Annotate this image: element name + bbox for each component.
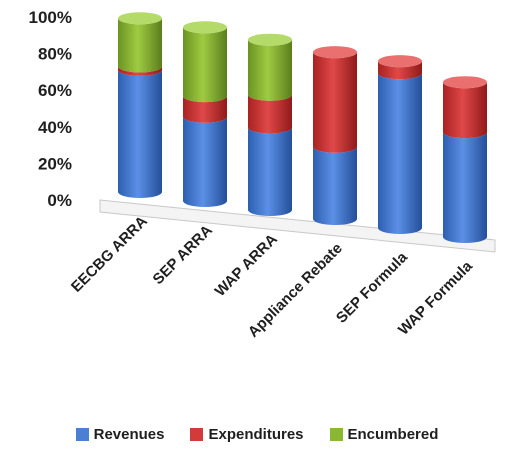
y-tick-label: 20% [38, 154, 72, 173]
x-category-label: WAP Formula [395, 257, 476, 338]
legend-item-encumbered: Encumbered [329, 426, 439, 443]
x-category-label: EECBG ARRA [68, 213, 151, 296]
y-tick-label: 0% [47, 191, 72, 210]
y-tick-label: 60% [38, 81, 72, 100]
bar-top-cap [313, 46, 357, 59]
bar-eecbg-arra [118, 12, 162, 198]
bar-segment-encumbered [248, 39, 292, 101]
bar-segment-revenues [443, 132, 487, 243]
bar-segment-revenues [248, 127, 292, 216]
bar-segment-expenditures [183, 96, 227, 123]
x-category-label: SEP Formula [333, 248, 411, 326]
bar-segment-encumbered [183, 27, 227, 103]
bar-top-cap [183, 21, 227, 34]
chart-floor [99, 199, 496, 253]
y-tick-label: 40% [38, 118, 72, 137]
bar-wap-arra [248, 33, 292, 216]
legend-swatch-encumbered [329, 428, 343, 441]
bar-sep-formula [378, 55, 422, 234]
y-axis: 0% 20% 40% 60% 80% 100% [29, 8, 72, 210]
bar-segment-expenditures [118, 66, 162, 76]
bar-appliance-rebate [313, 46, 357, 225]
bar-segment-revenues [313, 146, 357, 225]
bar-top-cap [248, 33, 292, 46]
bar-segment-revenues [378, 73, 422, 234]
bar-segment-expenditures [378, 61, 422, 80]
legend-label: Expenditures [208, 426, 304, 443]
bar-top-cap [378, 55, 422, 68]
legend-item-expenditures: Expenditures [190, 426, 304, 443]
bar-segment-expenditures [443, 82, 487, 139]
bar-top-cap [443, 76, 487, 89]
x-category-label: SEP ARRA [150, 222, 216, 288]
floor-plane [99, 199, 496, 253]
y-tick-label: 80% [38, 45, 72, 64]
bar-segment-revenues [183, 116, 227, 207]
legend-item-revenues: Revenues [75, 426, 165, 443]
bar-segment-encumbered [118, 18, 162, 73]
legend-label: Encumbered [347, 426, 439, 443]
x-category-label: WAP ARRA [212, 231, 281, 300]
bar-segment-expenditures [313, 52, 357, 153]
legend-swatch-revenues [75, 428, 89, 441]
bar-segment-revenues [118, 69, 162, 198]
bars-group [118, 12, 487, 243]
bar-top-cap [118, 12, 162, 25]
bar-segment-expenditures [248, 94, 292, 134]
bar-sep-arra [183, 21, 227, 207]
legend-label: Revenues [93, 426, 165, 443]
legend-swatch-expenditures [190, 428, 204, 441]
legend: Revenues Expenditures Encumbered [0, 426, 514, 443]
bar-wap-formula [443, 76, 487, 243]
y-tick-label: 100% [29, 8, 72, 27]
